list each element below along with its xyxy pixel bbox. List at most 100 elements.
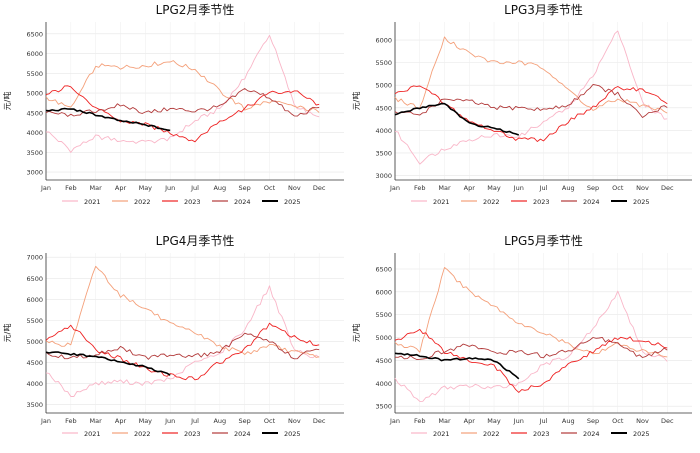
series-line-2025 (45, 107, 171, 132)
legend-label-2021: 2021 (433, 198, 450, 206)
x-tick-label: Nov (636, 184, 649, 192)
legend-label-2024: 2024 (234, 430, 251, 438)
y-tick-label: 4500 (375, 357, 392, 365)
y-tick-label: 3500 (26, 401, 43, 409)
x-tick-label: Apr (115, 184, 127, 192)
y-tick-label: 6500 (375, 266, 392, 274)
legend-label-2021: 2021 (84, 198, 101, 206)
y-axis-label: 元/吨 (2, 324, 12, 343)
x-tick-label: Feb (414, 184, 426, 192)
x-tick-label: Mar (90, 184, 103, 192)
series-line-2022 (45, 60, 320, 113)
x-tick-label: May (139, 184, 153, 192)
y-tick-label: 5000 (26, 338, 43, 346)
legend-label-2025: 2025 (284, 198, 301, 206)
legend-label-2021: 2021 (84, 430, 101, 438)
y-tick-label: 4500 (26, 109, 43, 117)
legend-label-2023: 2023 (533, 430, 550, 438)
y-axis-label: 元/吨 (351, 324, 361, 343)
x-tick-label: Aug (562, 417, 575, 425)
x-tick-label: Jan (40, 184, 51, 192)
y-tick-label: 4000 (26, 380, 43, 388)
legend-label-2022: 2022 (483, 198, 500, 206)
y-tick-label: 5000 (375, 334, 392, 342)
x-tick-label: Aug (213, 417, 226, 425)
legend-label-2025: 2025 (633, 430, 650, 438)
y-tick-label: 4500 (375, 104, 392, 112)
x-tick-label: Jun (513, 184, 524, 192)
series-line-2025 (394, 352, 520, 380)
x-tick-label: Dec (661, 417, 674, 425)
x-tick-label: May (487, 417, 501, 425)
legend-label-2025: 2025 (284, 430, 301, 438)
series-line-2024 (394, 336, 668, 360)
y-tick-label: 6000 (375, 37, 392, 45)
chart-title: LPG2月季节性 (156, 3, 235, 17)
x-tick-label: Oct (612, 417, 624, 425)
x-tick-label: Dec (313, 184, 326, 192)
x-tick-label: Feb (414, 417, 426, 425)
y-tick-label: 3500 (26, 149, 43, 157)
x-tick-label: Oct (264, 417, 276, 425)
series-line-2023 (45, 85, 320, 143)
legend-label-2023: 2023 (184, 430, 201, 438)
y-tick-label: 6000 (375, 288, 392, 296)
series-line-2022 (45, 265, 320, 358)
x-tick-label: Sep (587, 184, 599, 192)
x-tick-label: Mar (90, 417, 103, 425)
legend-label-2022: 2022 (134, 430, 151, 438)
x-tick-label: Jan (40, 417, 51, 425)
y-tick-label: 5500 (26, 70, 43, 78)
x-tick-label: May (487, 184, 501, 192)
chart-title: LPG5月季节性 (504, 234, 583, 248)
series-line-2023 (45, 322, 320, 381)
series-line-2022 (394, 267, 668, 358)
series-line-2023 (394, 328, 668, 393)
x-tick-label: Oct (612, 184, 624, 192)
x-tick-label: Dec (661, 184, 674, 192)
y-tick-label: 3500 (375, 149, 392, 157)
x-tick-label: Apr (115, 417, 127, 425)
y-tick-label: 6000 (26, 296, 43, 304)
x-tick-label: Mar (438, 417, 451, 425)
legend-label-2025: 2025 (633, 198, 650, 206)
y-tick-label: 5000 (26, 90, 43, 98)
y-tick-label: 3000 (375, 172, 392, 180)
y-tick-label: 4000 (26, 129, 43, 137)
x-tick-label: Feb (65, 417, 77, 425)
x-tick-label: Sep (587, 417, 599, 425)
x-tick-label: Jun (513, 417, 524, 425)
legend-label-2021: 2021 (433, 430, 450, 438)
y-tick-label: 3000 (26, 169, 43, 177)
series-line-2021 (394, 30, 668, 165)
chart-title: LPG3月季节性 (504, 3, 583, 17)
x-tick-label: Sep (239, 417, 251, 425)
x-tick-label: Apr (464, 184, 476, 192)
y-tick-label: 4000 (375, 127, 392, 135)
y-tick-label: 6500 (26, 30, 43, 38)
series-line-2021 (46, 34, 320, 153)
legend-label-2024: 2024 (234, 198, 251, 206)
y-tick-label: 4500 (26, 359, 43, 367)
x-tick-label: Dec (313, 417, 326, 425)
x-tick-label: Jun (164, 184, 175, 192)
x-tick-label: Jul (190, 417, 199, 425)
x-tick-label: May (139, 417, 153, 425)
x-tick-label: Jan (389, 184, 400, 192)
y-axis-label: 元/吨 (351, 92, 361, 111)
x-tick-label: Feb (65, 184, 77, 192)
series-line-2025 (45, 351, 171, 376)
x-tick-label: Nov (636, 417, 649, 425)
series-line-2025 (394, 102, 520, 136)
x-tick-label: Oct (264, 184, 276, 192)
y-tick-label: 4000 (375, 380, 392, 388)
x-tick-label: Mar (438, 184, 451, 192)
legend-label-2023: 2023 (533, 198, 550, 206)
series-line-2023 (394, 85, 668, 142)
y-tick-label: 6000 (26, 50, 43, 58)
x-tick-label: Sep (239, 184, 251, 192)
series-line-2024 (45, 88, 320, 117)
x-tick-label: Nov (288, 417, 301, 425)
